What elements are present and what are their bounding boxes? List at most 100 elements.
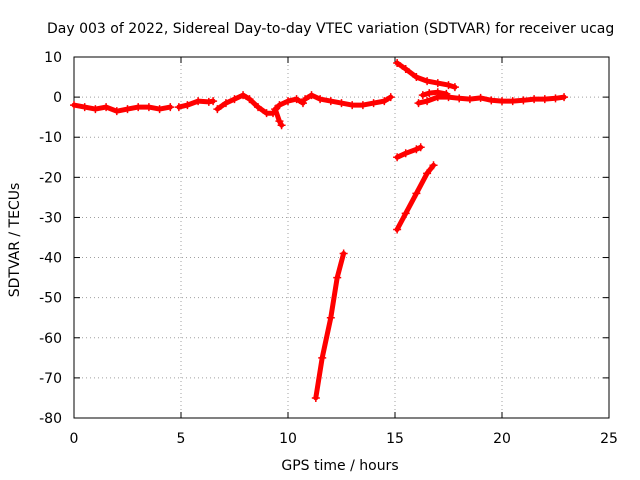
data-series-arc-4 xyxy=(271,105,286,130)
data-series xyxy=(70,59,569,402)
data-series-arc-2 xyxy=(174,97,218,112)
data-point xyxy=(275,117,284,126)
data-point xyxy=(442,89,451,98)
data-point xyxy=(183,101,192,110)
data-point xyxy=(476,93,485,102)
data-series-arc-1 xyxy=(70,101,175,116)
data-arc xyxy=(420,89,449,98)
data-arc xyxy=(272,106,285,128)
data-point xyxy=(455,94,464,103)
data-point xyxy=(254,103,263,112)
data-arc xyxy=(394,162,436,232)
data-point xyxy=(551,94,560,103)
data-point xyxy=(508,97,517,106)
data-point xyxy=(429,161,438,170)
data-point xyxy=(401,65,410,74)
data-point xyxy=(433,79,442,88)
data-arc xyxy=(302,92,394,108)
data-point xyxy=(277,121,286,130)
data-point xyxy=(166,103,175,112)
data-arc xyxy=(71,102,173,114)
x-axis-label: GPS time / hours xyxy=(281,458,398,474)
data-point xyxy=(401,209,410,218)
data-point xyxy=(209,97,218,106)
data-arc xyxy=(214,92,306,116)
data-point xyxy=(318,353,327,362)
data-point xyxy=(292,95,301,104)
x-tick-label: 5 xyxy=(177,431,186,447)
data-series-arc-9 xyxy=(393,161,438,234)
grid xyxy=(74,57,609,418)
y-tick-label: -60 xyxy=(39,331,62,347)
data-point xyxy=(91,105,100,114)
data-point xyxy=(487,96,496,105)
data-point xyxy=(230,95,239,104)
data-point xyxy=(393,153,402,162)
data-point xyxy=(326,313,335,322)
data-point xyxy=(369,99,378,108)
data-point xyxy=(123,105,132,114)
y-tick-label: -50 xyxy=(39,291,62,307)
data-point xyxy=(333,273,342,282)
data-point xyxy=(80,103,89,112)
data-point xyxy=(418,91,427,100)
data-point xyxy=(380,97,389,106)
data-point xyxy=(70,101,78,110)
data-series-arc-6 xyxy=(311,249,348,402)
x-tick-label: 15 xyxy=(386,431,404,447)
data-point xyxy=(358,101,367,110)
data-point xyxy=(245,95,254,104)
data-point xyxy=(423,77,432,86)
data-point xyxy=(560,93,569,102)
data-point xyxy=(221,99,230,108)
data-point xyxy=(155,105,164,114)
data-point xyxy=(271,105,280,114)
y-tick-label: -30 xyxy=(39,210,62,226)
data-point xyxy=(393,225,402,234)
data-series-arc-5 xyxy=(301,91,395,110)
chart-title: Day 003 of 2022, Sidereal Day-to-day VTE… xyxy=(47,21,614,37)
data-point xyxy=(275,101,284,110)
y-axis-label: SDTVAR / TECUs xyxy=(7,183,23,298)
data-point xyxy=(412,145,421,154)
data-point xyxy=(386,93,395,102)
data-point xyxy=(414,99,423,108)
data-point xyxy=(301,95,310,104)
data-series-arc-10 xyxy=(414,93,569,108)
data-point xyxy=(239,91,248,100)
axis-ticks: 0 5 10 15 20 25 -80 -70 -60 -50 -40 -30 -20 -10 0 10 xyxy=(39,50,618,447)
data-point xyxy=(465,95,474,104)
y-tick-label: -20 xyxy=(39,170,62,186)
data-point xyxy=(401,149,410,158)
data-point xyxy=(204,97,213,106)
data-point xyxy=(284,97,292,106)
data-point xyxy=(213,105,222,114)
data-point xyxy=(412,73,421,82)
data-point xyxy=(316,95,325,104)
data-point xyxy=(444,81,453,90)
y-tick-label: 10 xyxy=(44,50,62,66)
data-series-arc-8 xyxy=(393,143,425,162)
x-tick-label: 25 xyxy=(600,431,618,447)
y-tick-label: -70 xyxy=(39,371,62,387)
data-point xyxy=(144,103,153,112)
data-arc xyxy=(313,251,347,401)
data-point xyxy=(519,96,528,105)
data-point xyxy=(194,97,203,106)
y-tick-label: -40 xyxy=(39,251,62,267)
data-point xyxy=(416,143,425,152)
data-point xyxy=(134,103,143,112)
data-point xyxy=(423,97,432,106)
data-point xyxy=(174,103,183,112)
data-point xyxy=(530,95,539,104)
data-point xyxy=(102,103,111,112)
data-point xyxy=(337,99,346,108)
data-point xyxy=(423,169,432,178)
x-tick-label: 10 xyxy=(279,431,297,447)
data-point xyxy=(498,97,506,106)
data-point xyxy=(326,97,335,106)
data-arc xyxy=(394,144,424,160)
y-tick-label: -80 xyxy=(39,411,62,427)
data-point xyxy=(393,59,402,68)
data-point xyxy=(540,95,549,104)
